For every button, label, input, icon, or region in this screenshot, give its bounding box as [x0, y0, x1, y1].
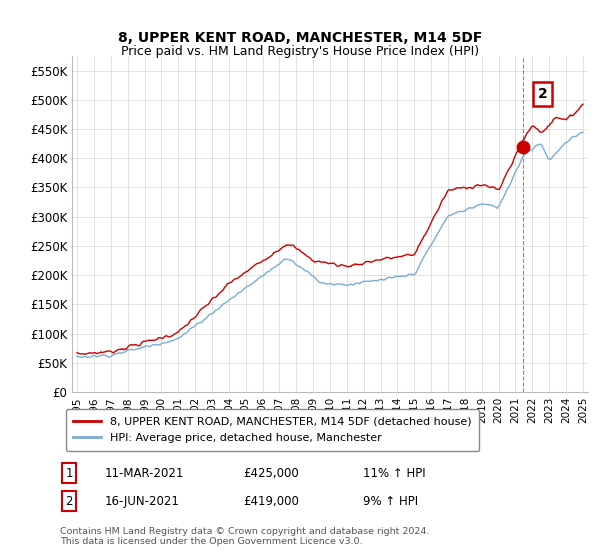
Text: 1: 1: [65, 466, 73, 480]
Text: £425,000: £425,000: [243, 466, 299, 480]
Text: Price paid vs. HM Land Registry's House Price Index (HPI): Price paid vs. HM Land Registry's House …: [121, 45, 479, 58]
Text: Contains HM Land Registry data © Crown copyright and database right 2024.
This d: Contains HM Land Registry data © Crown c…: [60, 526, 430, 546]
Text: 11% ↑ HPI: 11% ↑ HPI: [363, 466, 425, 480]
Text: 2: 2: [538, 87, 547, 101]
Text: 9% ↑ HPI: 9% ↑ HPI: [363, 494, 418, 508]
Text: 8, UPPER KENT ROAD, MANCHESTER, M14 5DF: 8, UPPER KENT ROAD, MANCHESTER, M14 5DF: [118, 31, 482, 45]
Text: 16-JUN-2021: 16-JUN-2021: [105, 494, 180, 508]
Text: £419,000: £419,000: [243, 494, 299, 508]
Text: 11-MAR-2021: 11-MAR-2021: [105, 466, 184, 480]
Legend: 8, UPPER KENT ROAD, MANCHESTER, M14 5DF (detached house), HPI: Average price, de: 8, UPPER KENT ROAD, MANCHESTER, M14 5DF …: [65, 409, 479, 451]
Text: 2: 2: [65, 494, 73, 508]
